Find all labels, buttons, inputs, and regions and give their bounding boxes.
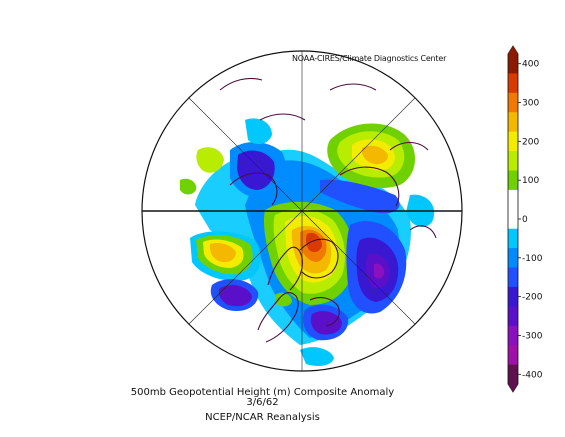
legend-tick-label: 400 xyxy=(522,60,539,70)
map-source: NCEP/NCAR Reanalysis xyxy=(205,412,320,423)
legend-color-swatch xyxy=(508,267,518,288)
legend-color-swatch xyxy=(508,286,518,307)
color-legend: 400 300 200 100 0 -100 -200 -300 -400 xyxy=(507,45,543,393)
positive-anomaly-region xyxy=(209,242,236,263)
legend-ticks: 400 300 200 100 0 -100 -200 -300 -400 xyxy=(518,60,543,380)
legend-color-swatch xyxy=(508,170,518,191)
legend-color-swatch xyxy=(508,112,518,133)
legend-color-swatch xyxy=(508,209,518,230)
legend-color-swatch xyxy=(508,151,518,171)
positive-anomaly-region xyxy=(275,292,292,307)
legend-color-swatch xyxy=(508,73,518,94)
coastlines xyxy=(219,77,437,343)
positive-anomaly-region xyxy=(180,178,197,195)
legend-color-swatch xyxy=(508,248,518,269)
legend-color-swatch xyxy=(508,54,518,74)
positive-anomaly-region xyxy=(196,147,224,173)
legend-tick-label: -400 xyxy=(522,370,543,380)
negative-anomaly-region xyxy=(237,150,275,190)
negative-anomaly-region xyxy=(245,118,272,145)
legend-color-swatch xyxy=(508,92,518,113)
negative-anomaly-region xyxy=(310,311,342,335)
legend-tick-label: 100 xyxy=(522,176,539,186)
legend-color-bar xyxy=(507,45,519,393)
legend-tick-label: -300 xyxy=(522,331,543,341)
negative-anomaly-region xyxy=(374,263,385,279)
legend-color-swatch xyxy=(508,189,518,210)
positive-anomaly-region xyxy=(361,145,388,165)
negative-anomaly-region xyxy=(218,285,252,307)
legend-color-swatch xyxy=(508,325,518,346)
positive-anomaly-region xyxy=(300,347,334,366)
legend-bottom-arrow xyxy=(508,384,518,392)
legend-tick-label: -100 xyxy=(522,254,543,264)
map-title: 500mb Geopotential Height (m) Composite … xyxy=(130,387,395,398)
positive-anomaly-region xyxy=(305,232,322,253)
legend-color-swatch xyxy=(508,306,518,327)
legend-tick-label: 300 xyxy=(522,99,539,109)
legend-color-swatch xyxy=(508,345,518,366)
legend-top-arrow xyxy=(508,46,518,54)
legend-tick-label: 200 xyxy=(522,137,539,147)
legend-color-swatch xyxy=(508,228,518,249)
legend-tick-label: 0 xyxy=(522,215,528,225)
legend-color-swatch xyxy=(508,364,518,385)
legend-color-swatch xyxy=(508,131,518,152)
negative-anomaly-region xyxy=(320,179,400,214)
legend-tick-label: -200 xyxy=(522,293,543,303)
data-credit: NOAA-CIRES/Climate Diagnostics Center xyxy=(292,54,447,63)
map-date: 3/6/62 xyxy=(246,397,279,408)
